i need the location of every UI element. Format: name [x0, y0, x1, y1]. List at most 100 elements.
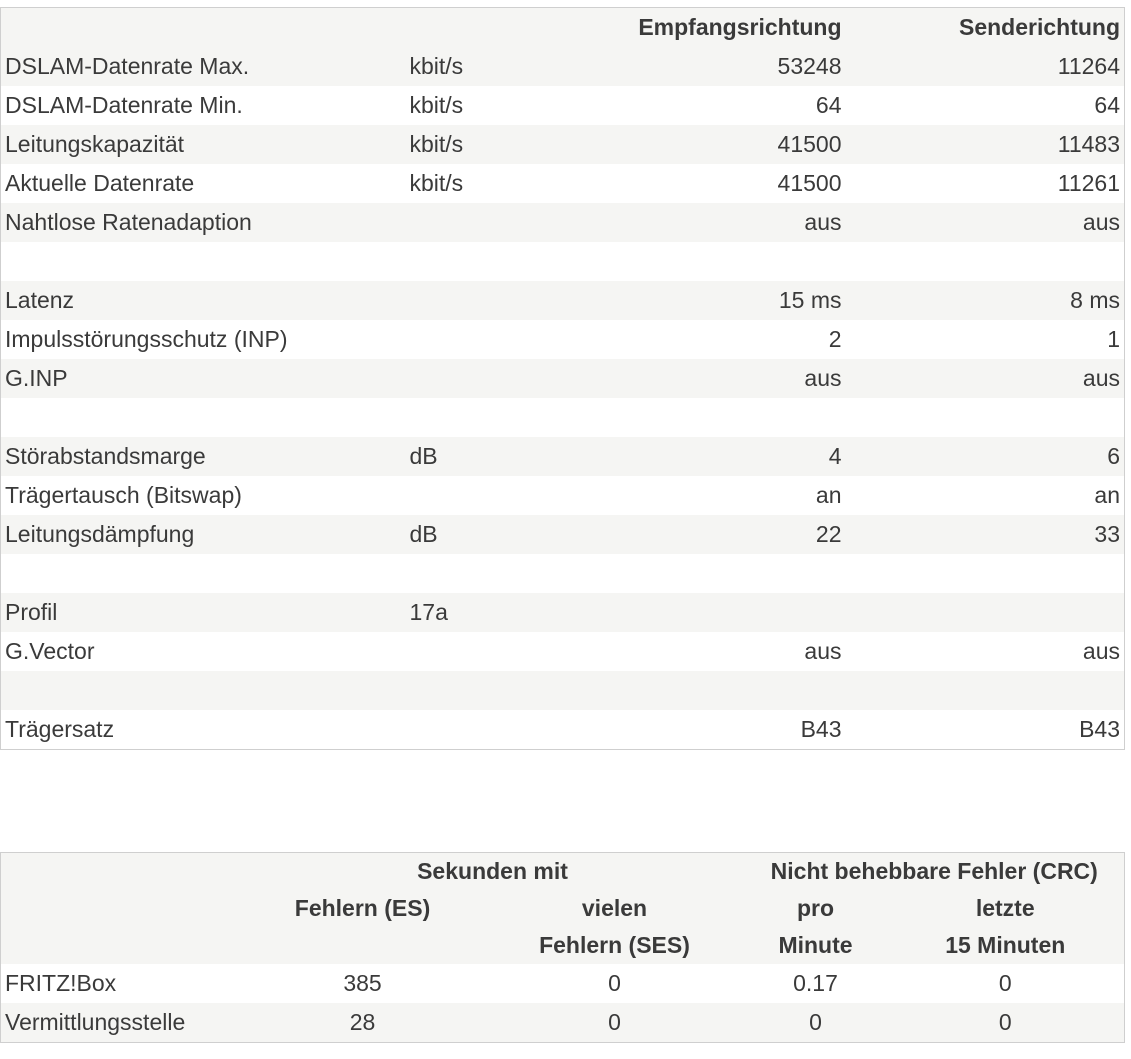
cell-rx: 15 ms	[778, 287, 842, 313]
cell-tx: 33	[1094, 521, 1120, 547]
cell-unit: kbit/s	[409, 131, 464, 157]
header-unit	[406, 8, 606, 48]
cell-rx	[606, 554, 846, 593]
cell-rx: 41500	[777, 131, 842, 157]
cell-label: DSLAM-Datenrate Min.	[5, 92, 243, 118]
cell-rx	[606, 398, 846, 437]
cell-unit: dB	[409, 443, 438, 469]
cell-label: Trägertausch (Bitswap)	[5, 482, 242, 508]
cell-unit	[406, 710, 606, 750]
table-row: Trägertausch (Bitswap) an an	[0, 476, 1125, 515]
cell-label: Leitungsdämpfung	[5, 521, 195, 547]
cell-rx: aus	[804, 209, 842, 235]
cell-tx: 64	[1094, 92, 1120, 118]
cell-unit: kbit/s	[409, 53, 464, 79]
table-row: Impulsstörungsschutz (INP) 2 1	[0, 320, 1125, 359]
header-crc: Nicht behebbare Fehler (CRC)	[770, 858, 1098, 884]
cell-tx	[846, 671, 1125, 710]
header-seconds-with: Sekunden mit	[417, 858, 568, 884]
cell-label	[1, 398, 406, 437]
cell-label: Aktuelle Datenrate	[5, 170, 195, 196]
header-per-minute-1: pro	[796, 895, 835, 921]
cell-label: Vermittlungsstelle	[5, 1009, 186, 1035]
cell-unit	[406, 632, 606, 671]
cell-rx: aus	[804, 365, 842, 391]
header-ses-2: Fehlern (SES)	[539, 932, 690, 958]
table-row: Nahtlose Ratenadaption aus aus	[0, 203, 1125, 242]
cell-tx	[846, 398, 1125, 437]
cell-rx: 64	[815, 92, 842, 118]
cell-rx	[606, 242, 846, 281]
spacer-row	[0, 398, 1125, 437]
spacer-row	[0, 242, 1125, 281]
table-row: Profil 17a	[0, 593, 1125, 632]
cell-label: G.Vector	[5, 638, 95, 664]
cell-tx: 1	[1107, 326, 1120, 352]
cell-rx: B43	[800, 716, 842, 742]
cell-label: Leitungskapazität	[5, 131, 185, 157]
header-last15-2: 15 Minuten	[945, 932, 1066, 958]
cell-per-min: 0.17	[793, 970, 838, 996]
cell-rx: an	[815, 482, 842, 508]
cell-unit	[406, 671, 606, 710]
cell-tx: 11483	[1057, 131, 1120, 157]
header-per-minute-2: Minute	[778, 932, 853, 958]
table-row: Aktuelle Datenrate kbit/s 41500 11261	[0, 164, 1125, 203]
cell-rx: 2	[828, 326, 842, 352]
table-row: Vermittlungsstelle 28 0 0 0	[0, 1003, 1125, 1043]
cell-rx: 4	[828, 443, 842, 469]
cell-unit	[406, 242, 606, 281]
cell-tx: aus	[1082, 638, 1120, 664]
table-header-row: Empfangsrichtung Senderichtung	[0, 7, 1125, 48]
cell-rx: 22	[815, 521, 842, 547]
cell-unit	[406, 398, 606, 437]
cell-tx: B43	[1079, 716, 1120, 742]
cell-last15: 0	[998, 1009, 1012, 1035]
cell-es: 28	[349, 1009, 376, 1035]
cell-unit	[406, 320, 606, 359]
header-es: Fehlern (ES)	[294, 895, 431, 921]
table-row: Latenz 15 ms 8 ms	[0, 281, 1125, 320]
header-ses-1: vielen	[581, 895, 648, 921]
cell-unit: dB	[409, 521, 438, 547]
cell-rx	[606, 593, 846, 632]
cell-per-min: 0	[809, 1009, 822, 1035]
table-row: G.INP aus aus	[0, 359, 1125, 398]
cell-rx: aus	[804, 638, 842, 664]
cell-label: Nahtlose Ratenadaption	[5, 209, 252, 235]
error-table: Sekunden mit Nicht behebbare Fehler (CRC…	[0, 852, 1125, 1043]
table-row: G.Vector aus aus	[0, 632, 1125, 671]
cell-unit	[406, 203, 606, 242]
table-row: DSLAM-Datenrate Max. kbit/s 53248 11264	[0, 47, 1125, 86]
dsl-line-table: Empfangsrichtung Senderichtung DSLAM-Dat…	[0, 7, 1125, 750]
cell-label: Profil	[5, 599, 58, 625]
cell-unit	[406, 359, 606, 398]
cell-tx: aus	[1082, 209, 1120, 235]
cell-rx	[606, 671, 846, 710]
cell-unit	[406, 476, 606, 515]
table-header-row: Fehlern (ES) vielen pro letzte	[0, 890, 1125, 927]
header-last15-1: letzte	[975, 895, 1035, 921]
cell-unit: kbit/s	[409, 92, 464, 118]
table-row: Störabstandsmarge dB 4 6	[0, 437, 1125, 476]
cell-label: FRITZ!Box	[5, 970, 117, 996]
cell-tx: 8 ms	[1070, 287, 1120, 313]
cell-label: Störabstandsmarge	[5, 443, 206, 469]
cell-rx: 41500	[777, 170, 842, 196]
cell-tx	[846, 593, 1125, 632]
cell-ses: 0	[608, 970, 621, 996]
cell-es: 385	[343, 970, 382, 996]
cell-label: G.INP	[5, 365, 68, 391]
spacer-row	[0, 554, 1125, 593]
cell-unit: 17a	[409, 599, 448, 625]
spacer-row	[0, 671, 1125, 710]
cell-label: DSLAM-Datenrate Max.	[5, 53, 250, 79]
cell-tx: 11264	[1057, 53, 1120, 79]
cell-tx	[846, 242, 1125, 281]
table-row: Trägersatz B43 B43	[0, 710, 1125, 750]
cell-last15: 0	[998, 970, 1012, 996]
cell-tx	[846, 554, 1125, 593]
table-row: DSLAM-Datenrate Min. kbit/s 64 64	[0, 86, 1125, 125]
table-header-row: Fehlern (SES) Minute 15 Minuten	[0, 927, 1125, 964]
cell-rx: 53248	[777, 53, 842, 79]
